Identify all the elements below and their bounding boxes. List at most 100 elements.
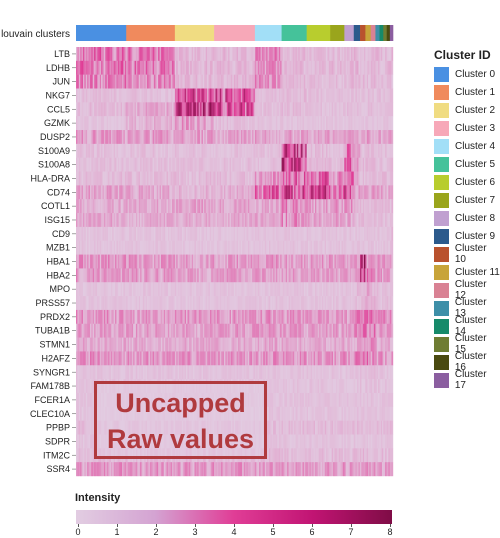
heatmap-cell — [337, 323, 339, 338]
heatmap-cell — [326, 199, 328, 214]
heatmap-cell — [120, 171, 123, 186]
heatmap-cell — [361, 74, 363, 89]
heatmap-cell — [172, 102, 174, 117]
heatmap-cell — [342, 185, 345, 200]
heatmap-cell — [378, 60, 380, 75]
heatmap-cell — [183, 143, 185, 158]
heatmap-cell — [82, 323, 85, 338]
heatmap-cell — [271, 309, 274, 324]
heatmap-cell — [296, 74, 299, 89]
heatmap-cell — [87, 213, 89, 228]
heatmap-cell — [160, 213, 163, 228]
heatmap-cell — [158, 240, 160, 255]
heatmap-cell — [355, 199, 358, 214]
heatmap-cell — [356, 226, 359, 241]
heatmap-cell — [169, 226, 171, 241]
heatmap-cell — [81, 88, 84, 103]
heatmap-cell — [250, 185, 253, 200]
heatmap-cell — [345, 282, 348, 297]
heatmap-cell — [123, 88, 126, 103]
heatmap-cell — [327, 60, 330, 75]
heatmap-cell — [130, 116, 132, 131]
heatmap-cell — [222, 309, 225, 324]
heatmap-cell — [156, 323, 159, 338]
heatmap-cell — [158, 309, 160, 324]
heatmap-cell — [313, 47, 316, 62]
heatmap-cell — [91, 157, 93, 172]
heatmap-cell — [184, 157, 187, 172]
heatmap-cell — [270, 226, 272, 241]
heatmap-cell — [361, 47, 363, 62]
heatmap-cell — [221, 88, 223, 103]
heatmap-cell — [317, 47, 320, 62]
heatmap-cell — [106, 337, 109, 352]
heatmap-cell — [103, 213, 106, 228]
heatmap-cell — [273, 282, 275, 297]
heatmap-cell — [215, 268, 218, 283]
heatmap-cell — [335, 268, 338, 283]
heatmap-cell — [277, 171, 279, 186]
heatmap-cell — [200, 157, 202, 172]
heatmap-cell — [295, 60, 298, 75]
heatmap-cell — [218, 268, 220, 283]
heatmap-cell — [361, 323, 363, 338]
heatmap-cell — [345, 74, 348, 89]
heatmap-cell — [92, 309, 95, 324]
heatmap-cell — [140, 296, 142, 311]
heatmap-cell — [226, 130, 229, 145]
heatmap-cell — [306, 102, 309, 117]
heatmap-cell — [158, 130, 160, 145]
heatmap-cell — [180, 199, 183, 214]
heatmap-cell — [85, 282, 88, 297]
heatmap-cell — [201, 254, 204, 269]
heatmap-cell — [173, 240, 176, 255]
heatmap-cell — [330, 240, 332, 255]
heatmap-cell — [299, 60, 302, 75]
heatmap-cell — [334, 116, 337, 131]
heatmap-cell — [370, 47, 373, 62]
heatmap-cell — [376, 240, 379, 255]
heatmap-cell — [155, 130, 157, 145]
heatmap-cell — [209, 116, 212, 131]
heatmap-cell — [306, 143, 309, 158]
heatmap-cell — [328, 254, 331, 269]
heatmap-cell — [379, 226, 381, 241]
heatmap-cell — [216, 74, 219, 89]
heatmap-cell — [296, 60, 299, 75]
heatmap-cell — [275, 282, 278, 297]
heatmap-cell — [335, 102, 338, 117]
heatmap-cell — [172, 309, 174, 324]
heatmap-cell — [176, 323, 178, 338]
heatmap-cell — [284, 226, 286, 241]
heatmap-cell — [87, 282, 89, 297]
heatmap-cell — [232, 102, 234, 117]
heatmap-cell — [142, 116, 145, 131]
heatmap-cell — [115, 213, 117, 228]
heatmap-cell — [218, 254, 220, 269]
heatmap-cell — [102, 130, 105, 145]
heatmap-cell — [212, 171, 215, 186]
heatmap-cell — [370, 268, 373, 283]
heatmap-cell — [141, 102, 144, 117]
heatmap-cell — [345, 199, 348, 214]
heatmap-cell — [145, 171, 148, 186]
heatmap-cell — [321, 337, 324, 352]
heatmap-cell — [174, 213, 177, 228]
heatmap-cell — [362, 282, 365, 297]
heatmap-cell — [335, 213, 338, 228]
heatmap-cell — [321, 130, 324, 145]
heatmap-cell — [355, 296, 358, 311]
heatmap-cell — [212, 116, 215, 131]
heatmap-cell — [137, 88, 139, 103]
heatmap-cell — [184, 185, 187, 200]
heatmap-cell — [177, 323, 180, 338]
heatmap-cell — [226, 74, 229, 89]
heatmap-cell — [145, 60, 148, 75]
heatmap-cell — [295, 213, 298, 228]
heatmap-cell — [256, 199, 258, 214]
heatmap-cell — [368, 47, 370, 62]
heatmap-cell — [294, 254, 296, 269]
heatmap-cell — [216, 143, 219, 158]
heatmap-cell — [78, 213, 81, 228]
heatmap-cell — [221, 116, 223, 131]
